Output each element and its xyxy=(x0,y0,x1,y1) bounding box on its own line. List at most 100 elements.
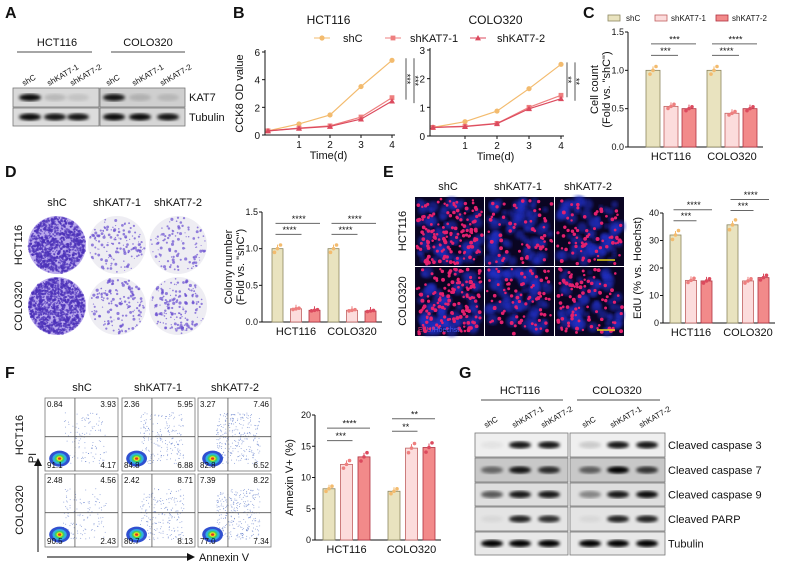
edu-positive-nucleus xyxy=(448,199,452,203)
event-dot xyxy=(222,426,224,428)
event-dot xyxy=(250,501,252,503)
replicate-point xyxy=(727,227,732,232)
colony xyxy=(103,246,106,249)
event-dot xyxy=(182,538,184,540)
edu-positive-nucleus xyxy=(463,325,466,328)
colony xyxy=(30,239,32,241)
event-dot xyxy=(168,517,170,519)
bar-shKAT7-2-HCT116 xyxy=(681,108,697,148)
event-dot xyxy=(222,434,224,436)
event-dot xyxy=(98,502,100,504)
edu-positive-nucleus xyxy=(462,295,465,299)
y-tick-label: 5 xyxy=(306,504,311,514)
event-dot xyxy=(143,439,145,441)
replicate-point xyxy=(359,459,363,463)
bar-shKAT7-2-HCT116 xyxy=(700,280,713,324)
colony xyxy=(173,268,176,271)
colony xyxy=(71,253,74,256)
colony xyxy=(37,247,39,249)
colony xyxy=(38,308,41,312)
event-dot xyxy=(259,445,261,447)
edu-positive-nucleus xyxy=(430,272,434,276)
edu-positive-nucleus xyxy=(441,292,445,296)
edu-positive-nucleus xyxy=(537,318,541,323)
colony xyxy=(73,249,75,251)
colony xyxy=(178,301,182,305)
colony xyxy=(171,298,173,300)
event-dot xyxy=(178,414,180,416)
colony xyxy=(83,238,85,241)
edu-positive-nucleus xyxy=(559,268,563,272)
event-dot xyxy=(251,451,253,453)
edu-positive-nucleus xyxy=(446,318,450,322)
edu-positive-nucleus xyxy=(509,320,514,325)
significance-marker: ** xyxy=(563,76,573,84)
significance-marker: ** xyxy=(571,78,581,86)
edu-positive-nucleus xyxy=(428,327,431,331)
colony xyxy=(68,328,71,331)
colony xyxy=(81,240,84,243)
colony xyxy=(128,222,131,225)
edu-positive-nucleus xyxy=(457,326,462,331)
colony xyxy=(170,312,174,316)
hoechst-nucleus xyxy=(574,207,582,215)
replicate-point xyxy=(344,462,349,467)
event-dot xyxy=(146,425,148,427)
edu-positive-nucleus xyxy=(452,302,457,307)
event-dot xyxy=(66,501,68,503)
edu-positive-nucleus xyxy=(558,301,563,305)
colony xyxy=(101,287,103,289)
event-dot xyxy=(231,442,233,444)
hoechst-nucleus xyxy=(605,319,613,327)
edu-positive-nucleus xyxy=(432,303,436,307)
row-label: COLO320 xyxy=(397,276,409,326)
colony xyxy=(54,301,56,303)
edu-positive-nucleus xyxy=(438,243,442,246)
colony xyxy=(52,323,55,326)
colony xyxy=(55,269,57,271)
line-chart-legend: shC shKAT7-1 shKAT7-2 xyxy=(314,33,545,45)
x-category-label: COLO320 xyxy=(387,544,437,556)
colony xyxy=(39,283,42,286)
colony xyxy=(71,307,73,309)
event-dot xyxy=(182,503,184,505)
panel-label-e: E xyxy=(383,164,394,181)
event-dot xyxy=(149,429,151,431)
band-label-kat7: KAT7 xyxy=(189,92,216,104)
colony xyxy=(127,296,130,300)
colony xyxy=(176,216,180,219)
event-dot xyxy=(148,502,150,504)
edu-positive-nucleus xyxy=(453,226,458,231)
event-dot xyxy=(82,457,84,459)
quadrant-value-ll: 90.5 xyxy=(47,537,63,546)
event-dot xyxy=(150,456,152,458)
y-tick-label: 1.0 xyxy=(245,244,258,254)
edu-positive-nucleus xyxy=(598,282,602,286)
hoechst-nucleus xyxy=(557,310,565,317)
colony xyxy=(129,288,132,291)
event-dot xyxy=(146,509,148,511)
event-dot xyxy=(160,503,162,505)
y-axis-label: CCK8 OD value xyxy=(234,54,246,132)
colony xyxy=(69,241,72,244)
event-dot xyxy=(90,430,92,432)
colony xyxy=(106,281,109,284)
colony xyxy=(181,242,185,245)
x-tick-label: 3 xyxy=(358,140,364,151)
colony xyxy=(114,303,117,307)
colony xyxy=(50,301,52,304)
colony xyxy=(121,319,123,321)
colony xyxy=(36,297,39,300)
event-dot xyxy=(218,498,220,500)
colony xyxy=(100,258,103,261)
colony xyxy=(36,283,40,287)
edu-positive-nucleus xyxy=(573,300,576,303)
colony xyxy=(52,266,55,269)
edu-positive-nucleus xyxy=(593,288,597,293)
event-dot xyxy=(235,445,237,447)
colony xyxy=(195,242,198,245)
event-dot xyxy=(247,423,249,425)
colony xyxy=(74,311,77,314)
event-dot xyxy=(215,434,217,436)
colony xyxy=(106,267,109,270)
